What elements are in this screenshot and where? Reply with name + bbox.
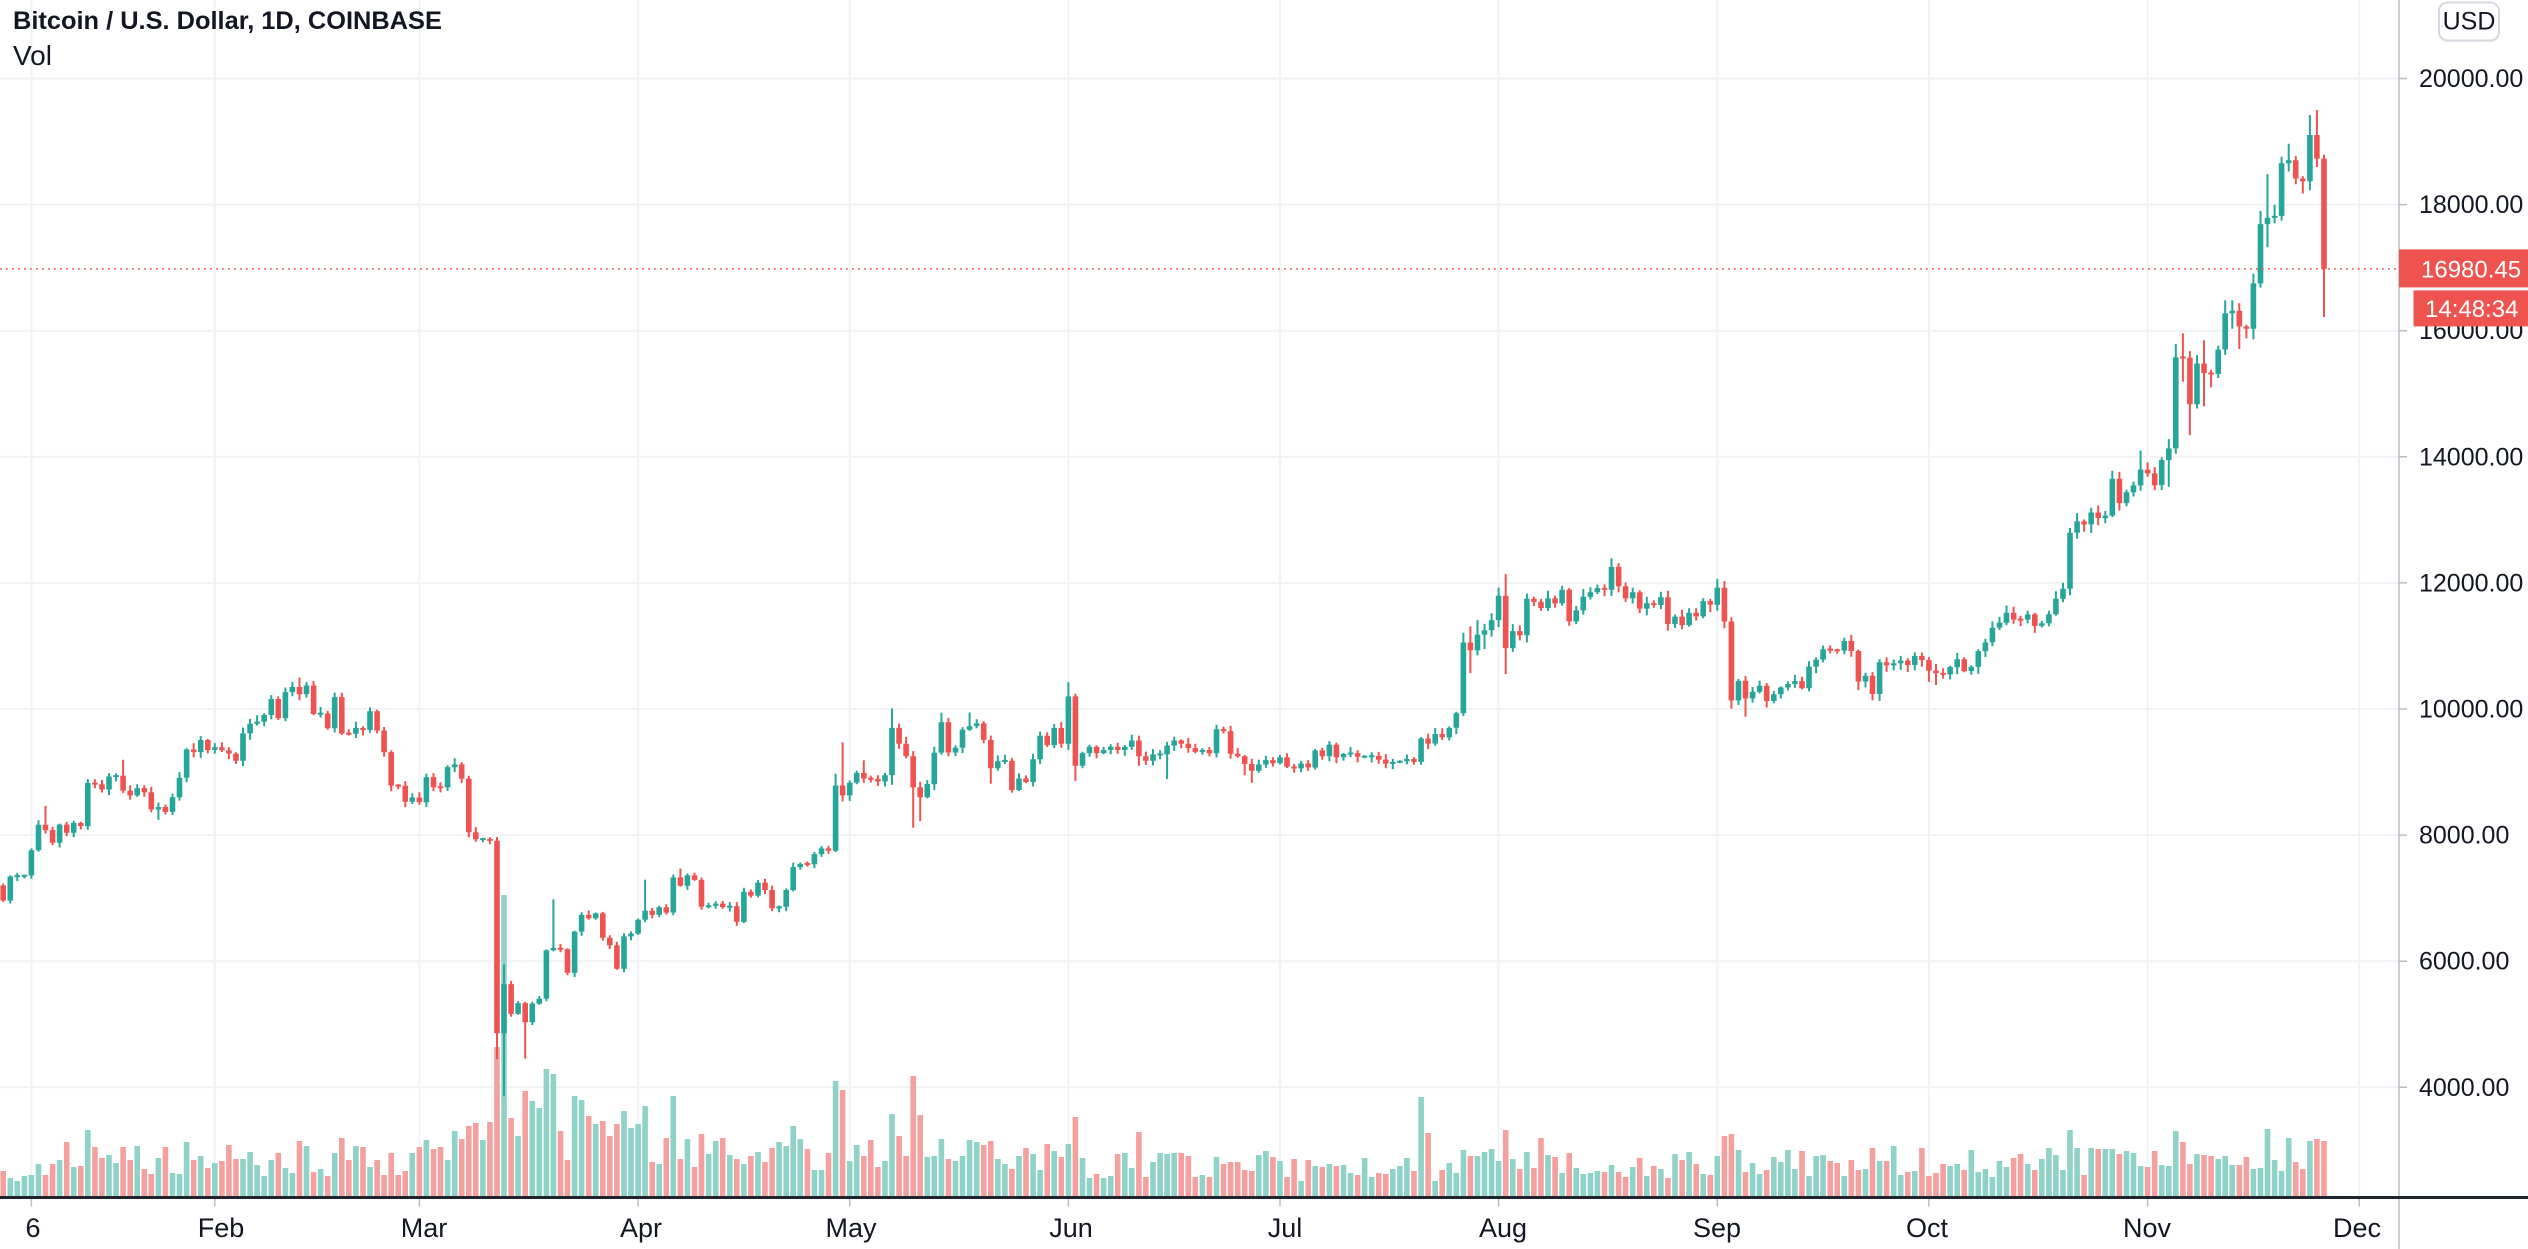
svg-text:6: 6 [25,1213,40,1243]
svg-text:12000.00: 12000.00 [2419,569,2523,597]
svg-text:Jun: Jun [1049,1213,1093,1243]
svg-text:6000.00: 6000.00 [2419,948,2509,976]
svg-text:Aug: Aug [1479,1213,1527,1243]
svg-text:10000.00: 10000.00 [2419,696,2523,724]
svg-text:Bitcoin / U.S. Dollar, 1D, COI: Bitcoin / U.S. Dollar, 1D, COINBASE [13,7,442,35]
svg-text:8000.00: 8000.00 [2419,822,2509,850]
svg-text:Feb: Feb [198,1213,245,1243]
svg-text:20000.00: 20000.00 [2419,65,2523,93]
svg-text:Mar: Mar [401,1213,448,1243]
svg-text:18000.00: 18000.00 [2419,191,2523,219]
svg-text:Vol: Vol [13,40,52,71]
svg-text:USD: USD [2443,8,2496,36]
svg-text:Oct: Oct [1906,1213,1949,1243]
svg-text:16980.45: 16980.45 [2421,256,2521,283]
svg-text:Nov: Nov [2123,1213,2172,1243]
svg-text:4000.00: 4000.00 [2419,1074,2509,1102]
svg-text:14000.00: 14000.00 [2419,443,2523,471]
svg-text:May: May [825,1213,877,1243]
svg-text:Sep: Sep [1693,1213,1741,1243]
svg-text:14:48:34: 14:48:34 [2425,296,2518,323]
svg-text:Dec: Dec [2333,1213,2381,1243]
svg-text:Jul: Jul [1268,1213,1303,1243]
svg-text:Apr: Apr [620,1213,662,1243]
